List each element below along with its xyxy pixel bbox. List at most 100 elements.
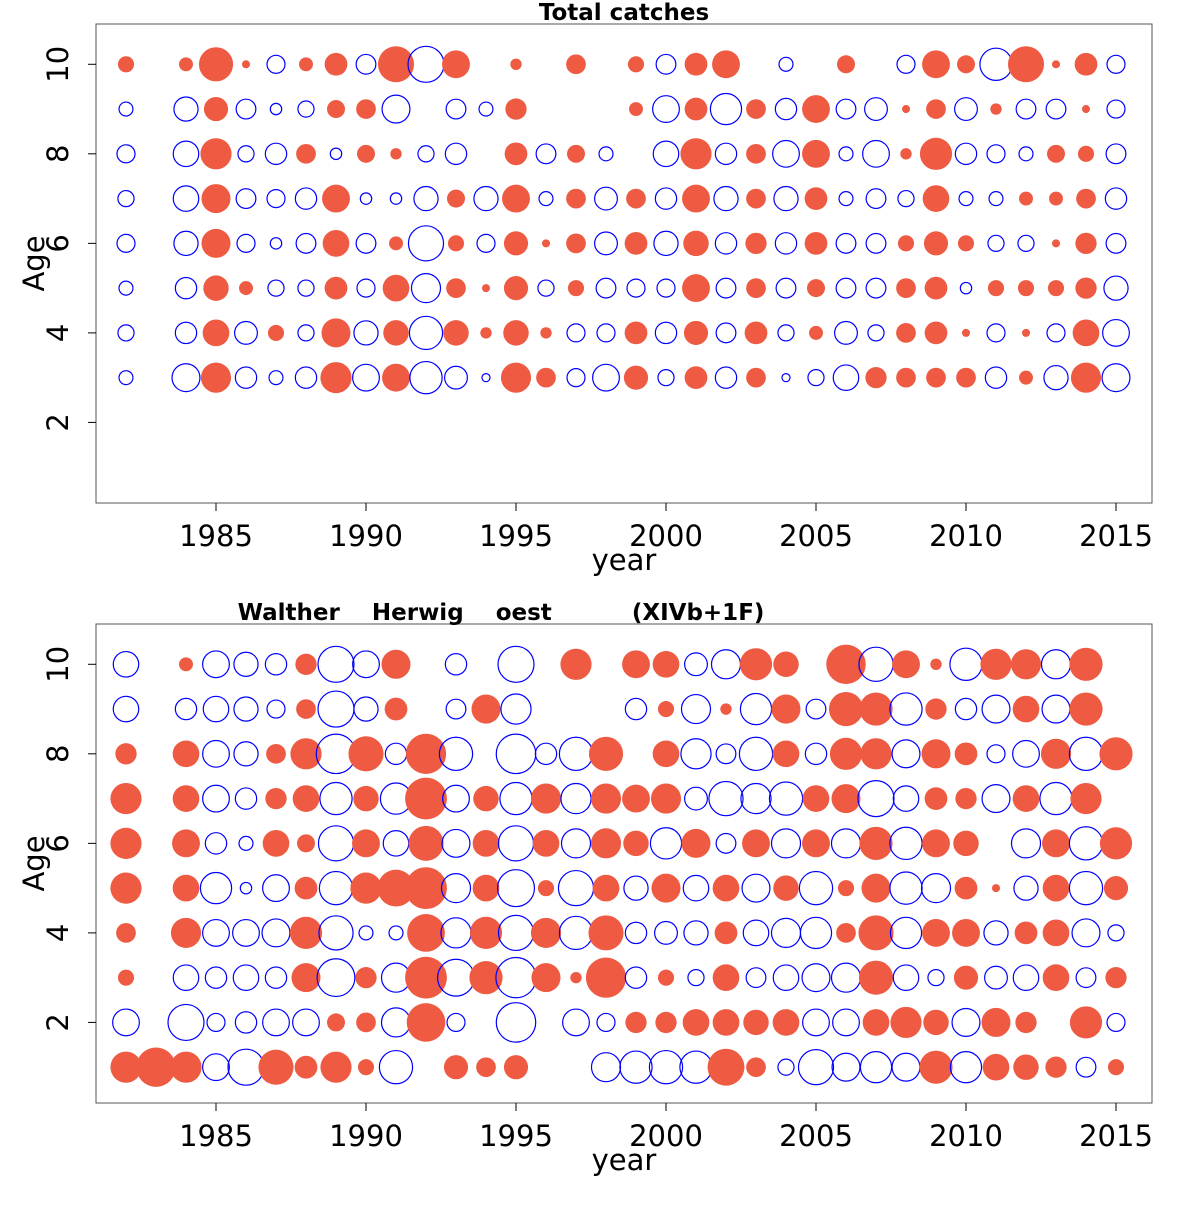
bubble-positive — [377, 869, 415, 907]
bubble-positive — [172, 874, 200, 902]
bubble-negative — [864, 97, 888, 122]
bubble-positive — [1019, 191, 1033, 206]
bubble-negative — [1043, 364, 1069, 391]
bubble-positive — [348, 736, 384, 772]
bubble-positive — [954, 742, 978, 766]
bubble-negative — [353, 320, 379, 346]
bubble-positive — [324, 52, 348, 76]
bubble-negative — [715, 322, 737, 344]
bubble-positive — [714, 921, 738, 945]
bubble-negative — [267, 279, 285, 297]
bubble-negative — [951, 1007, 981, 1037]
bubble-negative — [835, 277, 857, 299]
bubble-positive — [657, 969, 675, 986]
bubble-positive — [712, 1009, 740, 1036]
bubble-positive — [624, 231, 648, 255]
bubble-positive — [1042, 964, 1070, 992]
bubble-positive — [955, 787, 977, 810]
bubble-negative — [619, 1050, 653, 1084]
bubble-negative — [981, 694, 1011, 724]
bubble-positive — [560, 648, 592, 680]
bubble-negative — [687, 969, 705, 987]
bubble-positive — [652, 650, 680, 678]
bubble-positive — [356, 99, 376, 119]
bubble-positive — [1047, 144, 1065, 163]
bubble-negative — [295, 232, 317, 254]
bubble-negative — [1101, 363, 1131, 393]
bubble-negative — [830, 962, 862, 993]
y-tick-label: 6 — [41, 834, 75, 852]
bubble-negative — [558, 736, 594, 772]
bubble-negative — [266, 699, 286, 719]
bubble-negative — [773, 185, 799, 212]
bubble-positive — [952, 918, 980, 947]
x-tick-label: 2005 — [779, 519, 853, 553]
bubble-negative — [266, 188, 286, 209]
bubble-negative — [682, 874, 710, 902]
bubble-positive — [922, 50, 950, 79]
bubble-positive — [957, 235, 975, 252]
bubble-positive — [405, 956, 447, 999]
bubble-positive — [980, 648, 1012, 680]
bubble-negative — [319, 781, 353, 816]
bubble-negative — [598, 146, 614, 162]
bubble-negative — [440, 873, 472, 904]
bubble-negative — [172, 185, 200, 212]
bubble-positive — [1103, 876, 1129, 901]
bubble-negative — [592, 363, 620, 392]
bubble-positive — [1049, 191, 1063, 206]
bubble-negative — [654, 321, 678, 345]
bubble-positive — [110, 872, 142, 904]
bubble-negative — [118, 280, 134, 296]
bubble-positive — [503, 1055, 529, 1080]
bubble-negative — [1075, 1056, 1097, 1078]
bubble-positive — [1072, 319, 1100, 347]
bubble-positive — [924, 276, 948, 300]
bubble-negative — [774, 97, 798, 121]
bubble-positive — [170, 1051, 202, 1083]
bubble-positive — [500, 362, 532, 393]
bubble-negative — [713, 185, 739, 212]
bubble-negative — [987, 234, 1005, 253]
bubble-positive — [804, 187, 828, 210]
bubble-negative — [173, 230, 199, 257]
bubble-positive — [378, 46, 414, 83]
bubble-negative — [316, 958, 356, 998]
bubble-negative — [235, 98, 257, 120]
bubble-positive — [828, 691, 864, 727]
bubble-negative — [232, 918, 260, 947]
bubble-negative — [499, 781, 533, 816]
bubble-positive — [267, 324, 285, 341]
bubble-negative — [988, 191, 1004, 207]
bubble-negative — [352, 650, 380, 679]
bubble-negative — [440, 917, 472, 949]
bubble-positive — [1014, 921, 1038, 945]
chart-title: Walther Herwig oest (XIVb+1F) — [238, 600, 765, 626]
bubble-negative — [745, 967, 767, 989]
y-axis-label: Age — [17, 235, 51, 291]
bubble-positive — [626, 188, 646, 209]
bubble-negative — [534, 742, 558, 766]
bubble-negative — [262, 1008, 290, 1037]
bubble-negative — [297, 324, 315, 342]
bubble-positive — [503, 231, 529, 256]
bubble-negative — [984, 366, 1008, 389]
panel-survey: Walther Herwig oest (XIVb+1F) 1985 1990 199… — [17, 600, 1153, 1177]
bubble-negative — [1039, 781, 1073, 816]
bubble-negative — [206, 1012, 226, 1033]
bubble-negative — [1068, 826, 1104, 861]
bubble-negative — [715, 743, 737, 765]
bubble-positive — [1069, 692, 1103, 726]
plot-frame — [95, 623, 1153, 1104]
bubble-positive — [110, 827, 142, 859]
bubble-negative — [238, 835, 254, 851]
x-tick-label: 2015 — [1079, 1119, 1153, 1153]
bubble-positive — [742, 829, 770, 858]
bubble-negative — [355, 53, 377, 75]
bubble-positive — [956, 367, 976, 388]
bubble-positive — [540, 327, 552, 339]
bubble-positive — [447, 189, 465, 208]
bubble-positive — [117, 969, 135, 986]
bubble-negative — [537, 279, 555, 297]
bubble-positive — [408, 825, 444, 861]
